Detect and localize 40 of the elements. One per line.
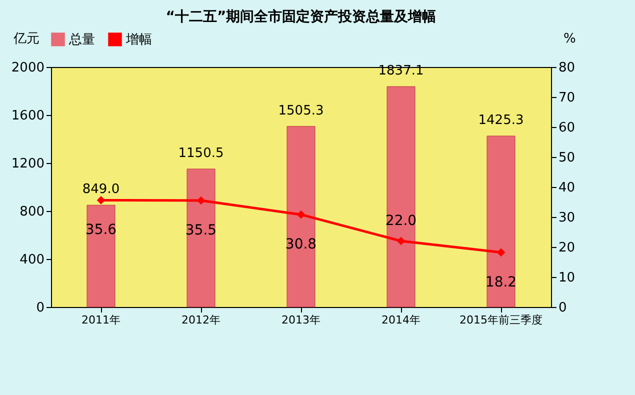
chart-title: “十二五”期间全市固定资产投资总量及增幅	[166, 8, 436, 25]
y-axis-title: 亿元	[12, 32, 40, 46]
y-tick-label: 400	[20, 252, 44, 268]
data-label: 18.2	[485, 274, 517, 290]
y2-tick-label: 40	[558, 180, 576, 196]
y-tick-label: 2000	[11, 60, 44, 76]
data-label: 1505.3	[278, 103, 324, 118]
y-tick-label: 800	[20, 204, 44, 220]
legend-label: 总量	[68, 32, 95, 48]
y2-tick-label: 10	[558, 270, 576, 286]
data-label: 30.8	[285, 236, 317, 253]
data-label: 1150.5	[178, 146, 224, 161]
x-tick-label: 2011年	[82, 314, 120, 326]
bar	[286, 126, 316, 308]
point	[496, 248, 506, 257]
x-tick-label: 2014年	[382, 314, 420, 326]
bar	[386, 86, 416, 308]
y2-tick-label: 70	[558, 90, 576, 106]
y-tick-label: 1600	[11, 108, 44, 124]
y2-tick-label: 60	[558, 120, 576, 136]
point	[396, 236, 406, 246]
y-tick-label: 0	[36, 300, 44, 316]
y2-tick-label: 80	[558, 60, 576, 76]
data-label: 849.0	[82, 182, 120, 198]
x-tick-label: 2012年	[182, 314, 220, 326]
bar	[186, 168, 216, 308]
legend-label: 增幅	[125, 32, 152, 48]
y2-tick-label: 20	[558, 240, 576, 256]
y2-tick-label: 50	[558, 150, 576, 166]
y2-tick-label: 30	[558, 210, 576, 226]
y-tick-label: 1200	[11, 156, 44, 172]
x-tick-label: 2015年前三季度	[460, 314, 542, 326]
x-tick-label: 2013年	[282, 314, 320, 326]
bar	[486, 136, 516, 308]
y2-tick-label: 0	[558, 300, 567, 316]
bar	[86, 204, 116, 308]
y2-axis-title: %	[564, 32, 576, 46]
data-label: 1425.3	[478, 112, 524, 128]
point	[296, 210, 306, 219]
data-label: 35.5	[185, 222, 217, 238]
